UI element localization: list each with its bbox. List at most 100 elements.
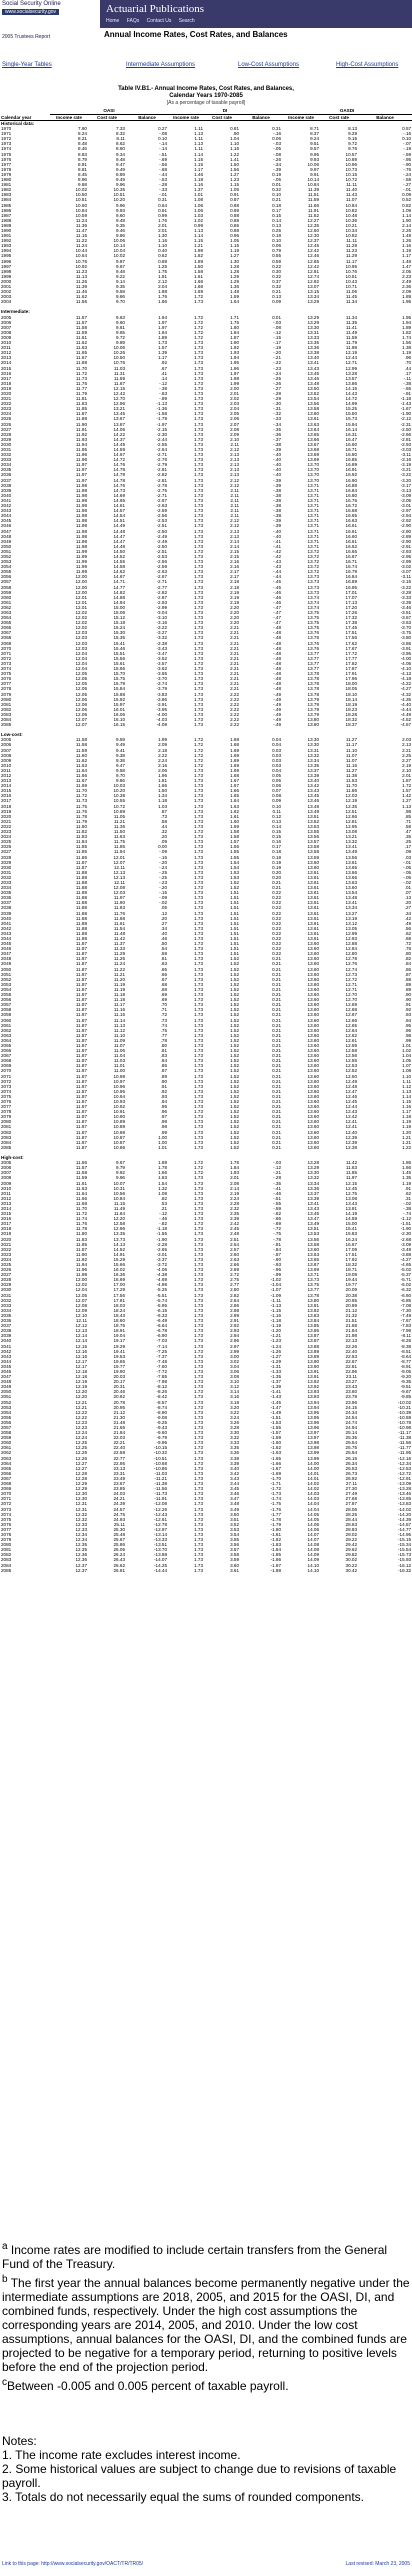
table-cell: -7.67 (400, 1318, 412, 1324)
table-cell: -.46 (273, 594, 282, 600)
table-cell: 9.76 (348, 146, 358, 152)
table-cell: 16.62 (345, 543, 358, 549)
table-cell: -1.79 (156, 416, 168, 422)
table-cell: 12.11 (75, 1318, 87, 1324)
table-cell: 2.07 (230, 421, 240, 427)
table-cell: -.23 (273, 365, 282, 371)
table-cell: 1.12 (402, 1083, 412, 1089)
table-cell: -4.69 (156, 1277, 168, 1283)
nav-faqs[interactable]: FAQs (126, 18, 140, 24)
table-cell: 0.32 (272, 273, 282, 279)
table-cell: 23.31 (113, 1470, 126, 1476)
table-cell: 1.73 (194, 375, 204, 381)
table-row: 2065 12.27 23.13 -10.86 1.73 3.40 -1.67 14.00 26… (0, 1466, 412, 1471)
table-cell: 17.56 (113, 1292, 126, 1298)
table-cell: 1.64 (230, 299, 240, 305)
table-cell: 11.21 (113, 971, 125, 977)
table-cell: 22.26 (345, 1343, 358, 1349)
table-cell: 10.95 (113, 1088, 126, 1094)
table-cell: 12.45 (345, 1185, 358, 1191)
table-cell: 17.29 (113, 1287, 126, 1293)
row-year: 2025 (1, 1262, 12, 1267)
table-cell: 3.02 (230, 1358, 240, 1364)
table-cell: -13.46 (398, 1491, 412, 1497)
table-cell: -3.70 (156, 676, 168, 682)
table-cell: -3.10 (156, 615, 168, 621)
table-cell: 1.09 (402, 207, 412, 213)
table-cell: 3.40 (230, 1465, 240, 1471)
page-link[interactable]: Link to this page: http://www.socialsecu… (2, 2561, 144, 2567)
table-cell: 0.96 (230, 233, 240, 239)
table-cell: 22.58 (113, 1450, 126, 1456)
table-row: 2020 11.78 11.05.73 1.73 1.61 0.12 13.51 12.66.… (0, 814, 412, 819)
table-cell: 15.83 (345, 1231, 358, 1237)
table-cell: 2.21 (230, 655, 240, 661)
single-year-tables-link[interactable]: Single-Year Tables (2, 62, 52, 68)
table-cell: 3.51 (230, 1516, 240, 1522)
row-year: 2037 (1, 477, 12, 483)
table-cell: 1.73 (194, 559, 204, 565)
nav-search[interactable]: Search (178, 18, 195, 24)
table-cell: -.34 (273, 161, 282, 167)
ssa-logo[interactable]: Social Security Online www.socialsecurit… (0, 0, 100, 28)
table-cell: 13.30 (307, 324, 320, 330)
intermediate-assumptions-link[interactable]: Intermediate Assumptions (126, 62, 196, 68)
nav-home[interactable]: Home (106, 18, 120, 24)
table-cell: 1.73 (194, 773, 204, 778)
table-cell: 1.73 (194, 340, 204, 346)
table-cell: 8.81 (78, 166, 87, 172)
table-cell: 11.78 (75, 1226, 87, 1232)
table-cell: 12.05 (75, 671, 88, 677)
table-cell: 12.01 (113, 854, 126, 860)
table-cell: 1.73 (194, 1007, 204, 1013)
table-cell: 1.68 (194, 284, 204, 289)
table-row: 2048 11.87 11.26.61 1.73 1.52 0.21 13.60 12.78.… (0, 956, 412, 961)
table-cell: 12.17 (75, 1358, 88, 1364)
table-cell: 2.84 (230, 1297, 240, 1303)
row-year: 2027 (1, 849, 12, 855)
col-oasi-cost: Cost rate (88, 114, 126, 121)
table-cell: 16.71 (345, 447, 358, 452)
table-cell: 11.68 (113, 915, 125, 921)
table-cell: 11.85 (113, 844, 125, 850)
table-cell: 12.04 (75, 655, 88, 661)
table-cell: 3.60 (230, 1562, 240, 1568)
table-cell: 1.17 (402, 253, 412, 259)
table-cell: 0.03 (272, 762, 282, 768)
table-cell: -3.86 (156, 696, 168, 702)
table-cell: 10.82 (345, 207, 358, 213)
table-cell: 12.44 (345, 355, 358, 361)
table-cell: 1.52 (230, 961, 240, 967)
table-cell: 9.70 (116, 299, 125, 305)
table-cell: 1.66 (402, 1165, 412, 1171)
table-cell: -3.47 (156, 650, 168, 656)
table-cell: 10.84 (345, 202, 358, 208)
table-cell: 16.88 (345, 482, 358, 488)
table-cell: 11.24 (113, 961, 125, 967)
row-year: 2029 (1, 859, 12, 865)
trustees-report-link[interactable]: 2005 Trustees Report (2, 34, 51, 40)
table-row: 2060 11.87 11.14.73 1.73 1.52 0.21 13.60 12.66.… (0, 1018, 412, 1023)
table-cell: 0.15 (272, 829, 282, 835)
table-cell: 1.73 (194, 579, 204, 585)
table-cell: .44 (160, 823, 168, 829)
table-cell: -13.51 (153, 1542, 168, 1548)
nav-contact[interactable]: Contact Us (146, 18, 172, 24)
row-year: 2081 (1, 1547, 12, 1553)
table-cell: 2.20 (230, 610, 240, 615)
low-cost-assumptions-link[interactable]: Low-Cost Assumptions (238, 62, 300, 68)
table-cell: 25.48 (113, 1531, 126, 1537)
table-cell: 1.62 (230, 808, 240, 814)
table-cell: 12.88 (345, 941, 358, 947)
table-cell: 1.73 (194, 457, 204, 463)
table-cell: 2.22 (230, 722, 240, 728)
high-cost-assumptions-link[interactable]: High-Cost Assumptions (336, 62, 399, 68)
table-cell: 12.37 (307, 238, 320, 244)
agency-url[interactable]: www.socialsecurity.gov (2, 9, 60, 15)
table-cell: 13.63 (307, 1251, 320, 1257)
table-cell: -1.90 (400, 1226, 412, 1232)
table-row: 2051 12.20 20.62 -8.42 1.73 3.16 -1.43 13.93 23.… (0, 1394, 412, 1399)
table-cell: 2.18 (158, 747, 168, 753)
table-cell: 11.59 (113, 375, 125, 381)
table-row: 2005 11.58 9.59 1.99 1.72 1.68 0.04 13.30 11.27 2… (0, 737, 412, 742)
